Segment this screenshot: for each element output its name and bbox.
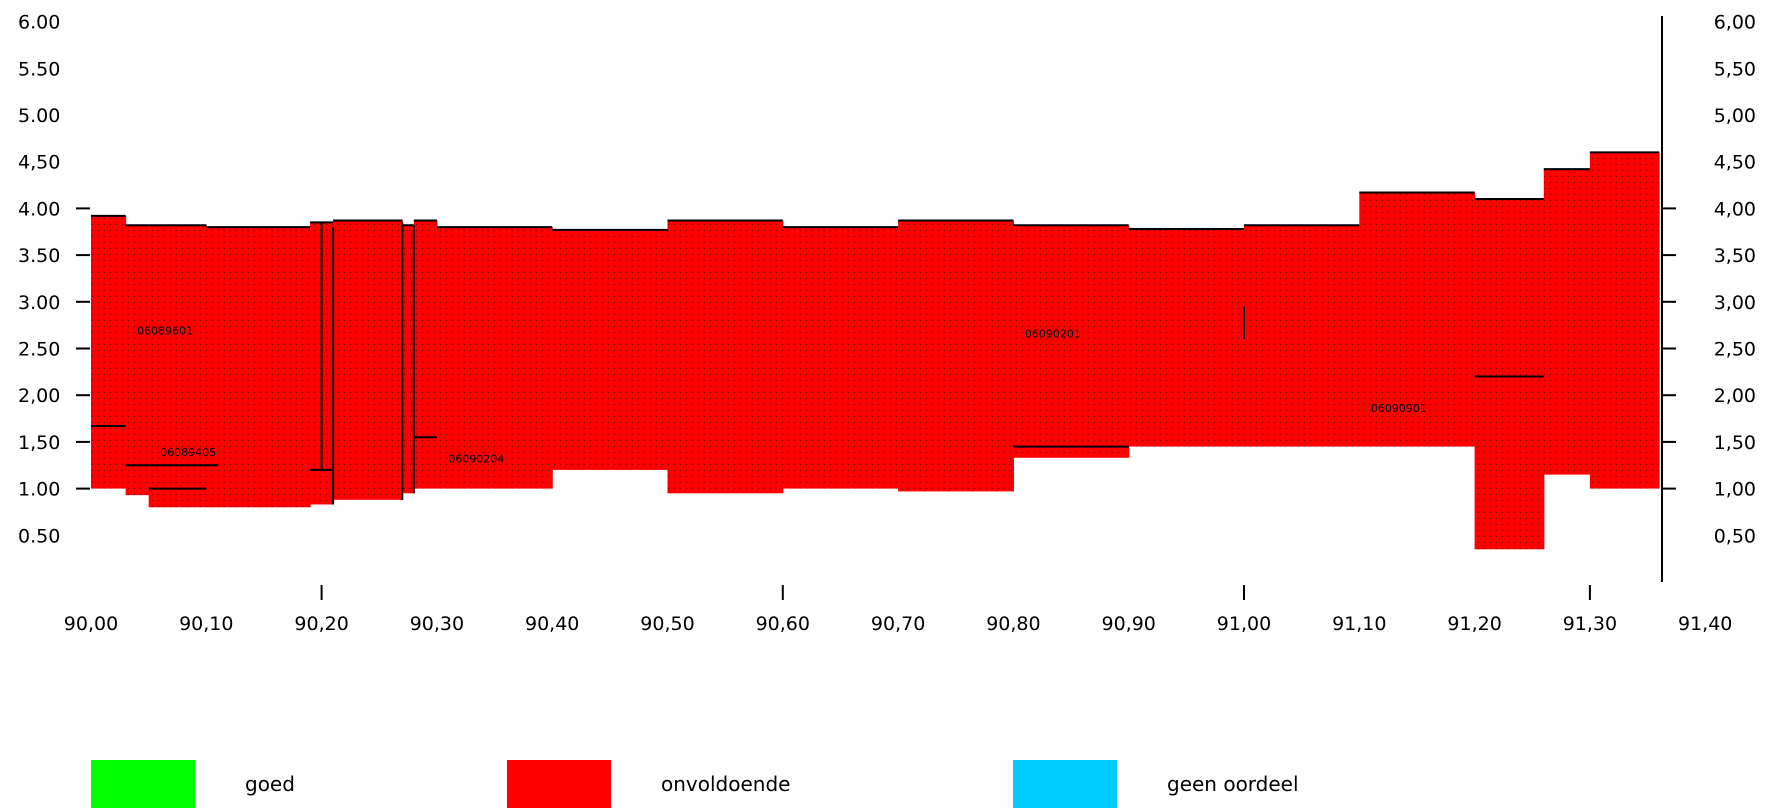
x-tick-label: 91,10 (1332, 613, 1386, 635)
y-left-tick-label: 5.50 (18, 58, 60, 80)
legend-label-0: goed (245, 772, 295, 796)
y-left-tick-label: 2.50 (18, 339, 60, 361)
x-tick-label: 90,90 (1101, 613, 1155, 635)
x-tick-label: 90,80 (986, 613, 1040, 635)
x-tick-label: 90,00 (64, 613, 118, 635)
x-tick-label: 90,10 (179, 613, 233, 635)
band-step-11 (782, 227, 899, 489)
y-left-tick-label: 4,50 (18, 152, 60, 174)
y-left-tick-label: 1.00 (18, 479, 60, 501)
band-step-19 (1589, 152, 1660, 489)
band-step-2 (148, 225, 207, 508)
x-tick-label: 90,50 (640, 613, 694, 635)
legend-label-1: onvoldoende (661, 772, 790, 796)
segment-label-0: 06089601 (137, 324, 193, 337)
x-tick-label: 90,40 (525, 613, 579, 635)
legend-swatch-0 (91, 760, 195, 808)
x-tick-label: 91,20 (1447, 613, 1501, 635)
y-right-tick-label: 1,50 (1714, 432, 1756, 454)
y-right-tick-label: 3,50 (1714, 245, 1756, 267)
band-step-5 (333, 220, 403, 500)
legend: goed onvoldoende geen oordeel (91, 760, 1299, 808)
band-step-7 (413, 220, 438, 489)
band-step-14 (1128, 228, 1245, 447)
legend-label-2: geen oordeel (1167, 772, 1299, 796)
segment-annotations: 06089601 06089405 06090204 06090201 06090901 (137, 324, 1427, 465)
band-step-6 (402, 225, 415, 494)
legend-swatch-1 (507, 760, 611, 808)
x-tick-label: 90,30 (410, 613, 464, 635)
segment-lines (91, 222, 1544, 505)
y-right-tick-label: 5,50 (1714, 58, 1756, 80)
y-right-tick-label: 1,00 (1714, 479, 1756, 501)
band-step-18 (1543, 169, 1591, 475)
x-tick-label: 91,00 (1217, 613, 1271, 635)
y-left-tick-label: 5.00 (18, 105, 60, 127)
x-tick-label: 91,30 (1563, 613, 1617, 635)
y-right-tick-label: 2,00 (1714, 385, 1756, 407)
y-right-tick-label: 4,50 (1714, 152, 1756, 174)
y-right-tick-label: 0,50 (1714, 525, 1756, 547)
segment-label-2: 06090204 (448, 452, 504, 465)
y-right-tick-label: 2,50 (1714, 339, 1756, 361)
y-left-tick-label: 6.00 (18, 12, 60, 34)
y-axis-right: 0,50 1,00 1,50 2,00 2,50 3,00 3,50 4,00 4,50 5,00… (1662, 12, 1756, 547)
x-tick-label: 91,40 (1678, 613, 1732, 635)
band-step-17 (1474, 199, 1545, 550)
y-left-tick-label: 2,00 (18, 385, 60, 407)
band-step-12 (898, 220, 1014, 492)
segment-label-3: 06090201 (1025, 327, 1081, 340)
band-step-16 (1359, 192, 1476, 447)
y-left-tick-label: 4.00 (18, 198, 60, 220)
band-step-0 (91, 215, 127, 489)
segment-label-1: 06089405 (160, 446, 216, 459)
band-step-9 (552, 229, 669, 470)
segment-label-4: 06090901 (1371, 402, 1427, 415)
y-left-tick-label: 3.50 (18, 245, 60, 267)
band-step-8 (436, 227, 553, 489)
band-step-15 (1244, 225, 1360, 447)
y-right-tick-label: 5,00 (1714, 105, 1756, 127)
band-step-3 (206, 227, 311, 508)
y-left-tick-label: 3.00 (18, 292, 60, 314)
y-right-tick-label: 3,00 (1714, 292, 1756, 314)
legend-swatch-2 (1013, 760, 1117, 808)
band-step-10 (667, 220, 784, 494)
band-step-1 (125, 225, 150, 496)
band-step-13 (1013, 225, 1130, 458)
x-tick-label: 90,60 (756, 613, 810, 635)
y-axis-left: 0.50 1.00 1,50 2,00 2.50 3.00 3.50 4.00 4,50 5.00… (18, 12, 90, 547)
y-left-tick-label: 0.50 (18, 525, 60, 547)
y-right-tick-label: 4,00 (1714, 198, 1756, 220)
x-axis: 90,00 90,10 90,20 90,30 90,40 90,50 90,60 90,70… (64, 585, 1732, 635)
x-tick-label: 90,20 (294, 613, 348, 635)
y-left-tick-label: 1,50 (18, 432, 60, 454)
x-tick-label: 90,70 (871, 613, 925, 635)
y-right-tick-label: 6,00 (1714, 12, 1756, 34)
data-area (91, 151, 1660, 550)
